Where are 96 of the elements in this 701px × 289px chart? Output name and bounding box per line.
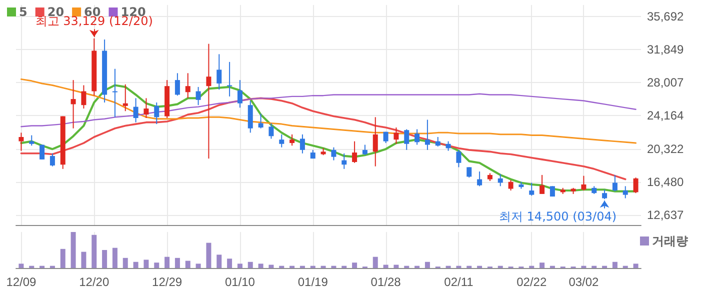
candlestick <box>372 116 378 167</box>
candlestick <box>268 122 274 140</box>
bar <box>227 258 232 268</box>
bar <box>424 262 430 268</box>
y-tick-label: 16,480 <box>647 175 684 190</box>
candlestick <box>237 80 242 108</box>
candlestick <box>154 102 160 125</box>
candlestick <box>144 98 149 119</box>
bar <box>112 248 118 268</box>
candlestick <box>112 68 118 118</box>
candlestick <box>477 171 482 187</box>
bar <box>206 242 212 268</box>
candlestick <box>529 182 534 196</box>
bar <box>633 264 638 268</box>
candlestick <box>206 43 212 160</box>
candlestick <box>290 134 295 146</box>
x-tick-label: 03/02 <box>568 275 600 289</box>
candlestick <box>352 140 358 164</box>
bar <box>154 262 160 268</box>
bar <box>60 248 66 268</box>
candlestick <box>414 128 420 146</box>
candlestick <box>133 98 138 123</box>
bar <box>540 262 545 268</box>
bar <box>133 262 138 268</box>
bar <box>122 258 128 268</box>
candlestick <box>633 177 638 194</box>
y-tick-label: 20,322 <box>647 142 684 156</box>
bar <box>18 264 24 268</box>
candlestick <box>258 113 264 129</box>
bar <box>372 256 378 268</box>
candlestick <box>622 186 628 199</box>
candlestick <box>498 174 503 187</box>
candlestick <box>227 61 232 97</box>
y-tick-label: 12,637 <box>647 208 684 222</box>
candlestick <box>508 180 514 191</box>
line-series <box>20 78 637 144</box>
bar <box>394 264 399 268</box>
annotation: 최저 14,500 (03/04) <box>498 209 617 224</box>
candlestick <box>196 86 201 106</box>
x-tick-label: 12/09 <box>6 275 37 289</box>
bar <box>612 262 618 268</box>
legend-label: 거래량 <box>652 234 688 248</box>
candlestick <box>331 146 336 161</box>
bar <box>174 258 180 268</box>
candlestick <box>18 132 24 152</box>
candlestick <box>122 84 128 112</box>
candlestick <box>456 149 462 168</box>
y-tick-label: 24,164 <box>647 108 684 123</box>
bar <box>70 232 76 268</box>
x-tick-label: 01/28 <box>370 275 402 289</box>
bar <box>248 262 253 268</box>
x-tick-label: 12/20 <box>79 275 110 289</box>
legend-label: 5 <box>19 5 28 19</box>
candlestick <box>404 128 410 150</box>
y-tick-label: 28,007 <box>647 76 684 90</box>
candlestick <box>29 134 34 146</box>
bar <box>352 262 358 268</box>
bar <box>92 234 97 268</box>
x-tick-label: 01/19 <box>298 275 328 289</box>
bar <box>196 264 201 268</box>
bar <box>102 250 108 268</box>
y-tick-label: 35,692 <box>647 9 684 24</box>
bar <box>185 260 190 268</box>
bar <box>164 256 170 268</box>
bar <box>144 260 149 268</box>
candlestick <box>540 174 545 194</box>
candlestick <box>300 134 305 154</box>
candlestick <box>40 144 45 160</box>
bar <box>237 264 242 268</box>
candlestick <box>216 54 222 90</box>
bar <box>81 252 86 268</box>
x-tick-label: 02/11 <box>444 275 474 289</box>
candlestick <box>248 100 253 134</box>
candlestick <box>50 152 55 167</box>
candlestick <box>394 127 399 144</box>
x-tick-label: 01/10 <box>224 275 256 289</box>
candlestick <box>70 80 76 129</box>
candlestick <box>279 134 284 148</box>
candlestick <box>466 166 472 178</box>
candlestick <box>446 140 451 152</box>
bar <box>268 264 274 268</box>
candlestick <box>174 72 180 96</box>
bar <box>216 254 222 268</box>
candlestick <box>342 152 347 170</box>
bar <box>258 264 264 268</box>
bar <box>383 264 388 268</box>
candlestick <box>612 174 618 192</box>
candlestick <box>581 175 586 191</box>
candlestick <box>81 84 86 110</box>
x-tick-label: 02/22 <box>516 275 547 289</box>
x-tick-label: 12/29 <box>152 275 182 289</box>
candlestick <box>424 119 430 150</box>
y-tick-label: 31,849 <box>647 42 684 56</box>
candlestick <box>185 72 190 99</box>
candlestick <box>362 144 368 156</box>
candlestick <box>435 136 440 147</box>
